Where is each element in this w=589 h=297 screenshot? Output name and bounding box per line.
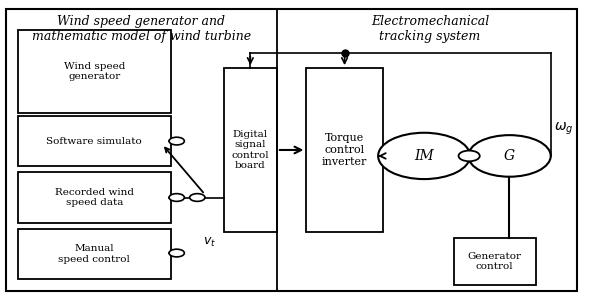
Bar [18, 229, 171, 279]
Text: Torque
control
inverter: Torque control inverter [322, 133, 368, 167]
Circle shape [468, 135, 551, 177]
Bar [18, 116, 171, 166]
Bar [306, 68, 383, 232]
Text: IM: IM [414, 149, 434, 163]
Bar [454, 238, 536, 285]
Text: Electromechanical
tracking system: Electromechanical tracking system [371, 15, 489, 43]
Text: $v_t$: $v_t$ [203, 236, 216, 249]
Text: $\omega_g$: $\omega_g$ [554, 121, 573, 137]
Bar [18, 172, 171, 223]
Circle shape [190, 194, 205, 201]
Text: Software simulato: Software simulato [47, 137, 142, 146]
Circle shape [169, 137, 184, 145]
Circle shape [459, 151, 480, 161]
Bar [18, 30, 171, 113]
Text: G: G [504, 149, 515, 163]
Circle shape [378, 133, 470, 179]
Text: Manual
speed control: Manual speed control [58, 244, 130, 264]
Text: Wind speed generator and
mathematic model of wind turbine: Wind speed generator and mathematic mode… [32, 15, 251, 43]
Text: Digital
signal
control
board: Digital signal control board [231, 130, 269, 170]
Circle shape [169, 194, 184, 201]
Text: Recorded wind
speed data: Recorded wind speed data [55, 188, 134, 207]
Circle shape [169, 249, 184, 257]
Text: Wind speed
generator: Wind speed generator [64, 61, 125, 81]
Bar [224, 68, 277, 232]
Text: Generator
control: Generator control [468, 252, 522, 271]
